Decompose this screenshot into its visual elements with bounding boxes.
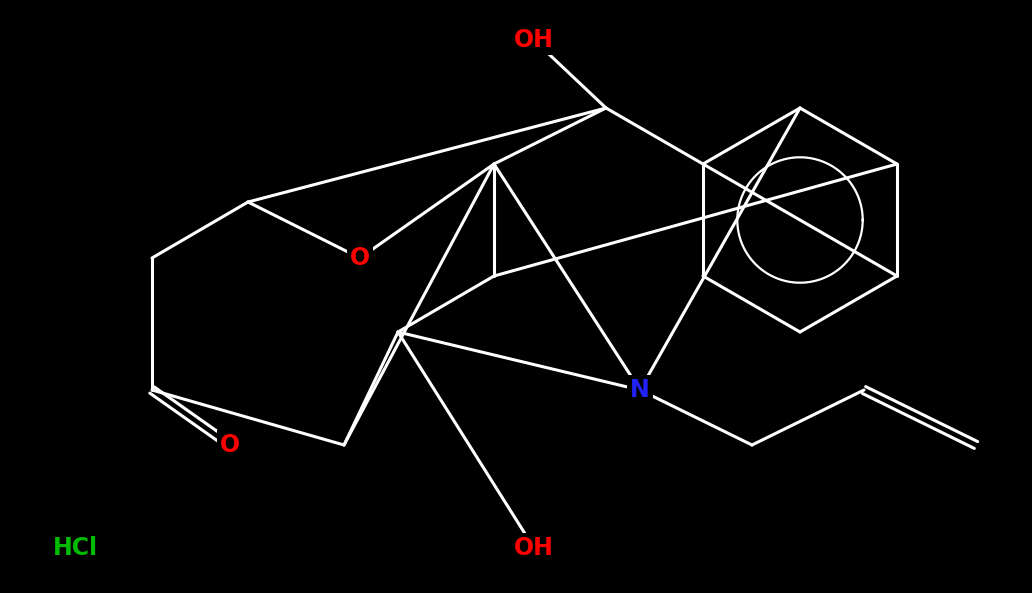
Text: OH: OH xyxy=(514,536,554,560)
Text: O: O xyxy=(350,246,370,270)
Text: N: N xyxy=(631,378,650,402)
Text: O: O xyxy=(220,433,240,457)
Text: OH: OH xyxy=(514,28,554,52)
Text: HCl: HCl xyxy=(53,536,98,560)
